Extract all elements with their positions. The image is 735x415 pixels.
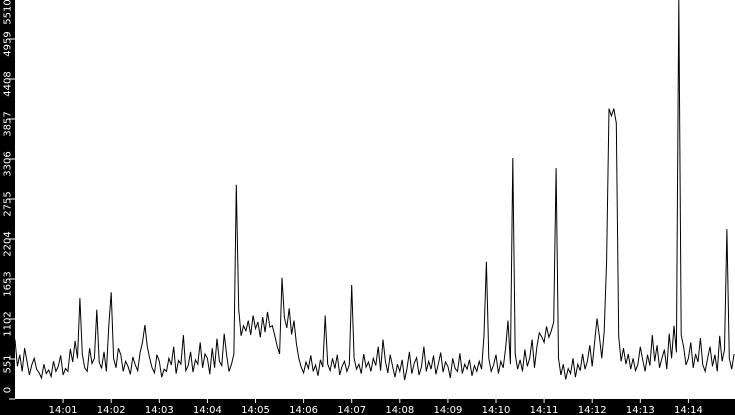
y-tick-label: 3857 — [3, 111, 14, 136]
series-line — [14, 0, 735, 381]
x-tick-label: 14:05 — [241, 405, 270, 415]
y-tick-label: 4408 — [3, 71, 14, 96]
x-axis: 14:01 14:02 14:03 14:04 14:05 14:06 14:07 14:08… — [49, 396, 703, 415]
y-tick-label: 2755 — [3, 191, 14, 216]
y-tick-label: 1102 — [3, 311, 14, 336]
y-tick-label: 0 — [3, 387, 14, 393]
x-tick-label: 14:02 — [97, 405, 126, 415]
y-tick-label: 1653 — [3, 271, 14, 296]
x-tick-label: 14:13 — [626, 405, 655, 415]
y-tick-label: 551 — [3, 354, 14, 373]
y-tick-label: 4959 — [3, 31, 14, 56]
y-axis: 0 551 1102 1653 2204 2755 3306 3857 4408 4959 5510 — [3, 0, 15, 400]
y-tick-label: 3306 — [3, 151, 14, 176]
x-tick-label: 14:11 — [530, 405, 559, 415]
x-tick-label: 14:14 — [674, 405, 703, 415]
x-tick-label: 14:10 — [482, 405, 511, 415]
y-tick-label: 2204 — [3, 231, 14, 256]
x-tick-label: 14:09 — [433, 405, 462, 415]
x-tick-label: 14:03 — [145, 405, 174, 415]
x-tick-label: 14:12 — [578, 405, 607, 415]
x-tick-label: 14:01 — [49, 405, 78, 415]
plot-area — [15, 0, 735, 399]
x-tick-label: 14:06 — [289, 405, 318, 415]
x-tick-label: 14:04 — [193, 405, 222, 415]
x-tick-label: 14:08 — [385, 405, 414, 415]
x-tick-label: 14:07 — [337, 405, 366, 415]
y-tick-label: 5510 — [3, 0, 14, 25]
